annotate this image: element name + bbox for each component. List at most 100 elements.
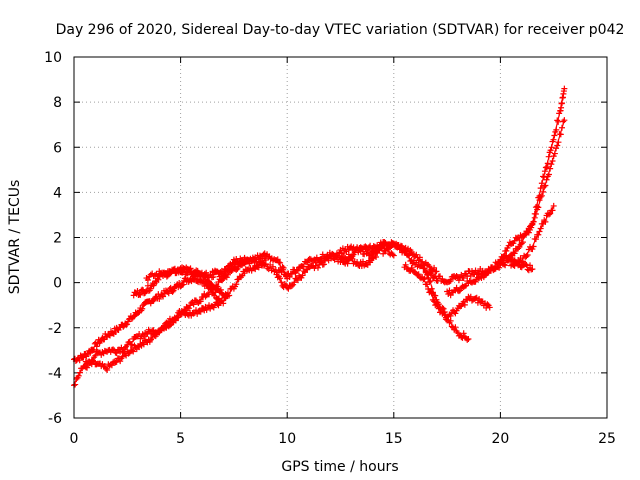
- data-point: [89, 357, 96, 364]
- data-point: [434, 301, 441, 308]
- data-point: [293, 275, 300, 282]
- series-layer: [71, 85, 568, 389]
- data-point: [280, 264, 287, 271]
- series-satellite-track-10: [401, 261, 472, 343]
- data-point: [433, 268, 440, 275]
- data-point: [149, 334, 156, 341]
- data-point: [76, 357, 83, 364]
- data-point: [510, 262, 517, 269]
- data-point: [221, 270, 228, 277]
- data-point: [220, 300, 227, 307]
- data-point: [554, 142, 561, 149]
- data-point: [553, 126, 560, 133]
- data-point: [224, 293, 231, 300]
- data-point: [104, 367, 111, 374]
- data-point: [179, 309, 186, 316]
- data-point: [551, 132, 558, 139]
- data-point: [532, 236, 539, 243]
- data-point: [426, 263, 433, 270]
- data-point: [125, 350, 132, 357]
- data-point: [304, 259, 311, 266]
- data-point: [265, 266, 272, 273]
- data-point: [124, 321, 131, 328]
- data-point: [233, 281, 240, 288]
- data-point: [521, 232, 528, 239]
- data-point: [374, 250, 381, 257]
- data-point: [259, 255, 266, 262]
- data-point: [75, 372, 82, 379]
- data-point: [288, 271, 295, 278]
- data-point: [542, 218, 549, 225]
- data-point: [215, 295, 222, 302]
- data-point: [544, 160, 551, 167]
- data-point: [154, 273, 161, 280]
- data-point: [344, 260, 351, 267]
- data-point: [84, 364, 91, 371]
- data-point: [472, 267, 479, 274]
- data-point: [364, 247, 371, 254]
- data-point: [416, 254, 423, 261]
- data-point: [545, 171, 552, 178]
- data-point: [421, 275, 428, 282]
- y-tick-label: 4: [53, 185, 62, 201]
- data-point: [130, 313, 137, 320]
- data-point: [537, 225, 544, 232]
- data-point: [540, 174, 547, 181]
- data-point: [525, 229, 532, 236]
- data-point: [72, 381, 79, 388]
- x-tick-labels: 0 5 10 15 20 25: [70, 431, 616, 447]
- data-point: [530, 218, 537, 225]
- data-point: [431, 298, 438, 305]
- data-point: [163, 271, 170, 278]
- data-point: [166, 322, 173, 329]
- data-point: [549, 207, 556, 214]
- data-point: [228, 263, 235, 270]
- x-tick-label: 5: [176, 431, 185, 447]
- data-point: [93, 343, 100, 350]
- data-point: [278, 279, 285, 286]
- data-point: [428, 290, 435, 297]
- data-point: [214, 268, 221, 275]
- data-point: [275, 259, 282, 266]
- data-point: [129, 347, 136, 354]
- data-point: [400, 246, 407, 253]
- axis-ticks: [73, 56, 608, 419]
- data-point: [461, 283, 468, 290]
- data-point: [172, 317, 179, 324]
- chart-title: Day 296 of 2020, Sidereal Day-to-day VTE…: [56, 22, 625, 38]
- data-point: [530, 243, 537, 250]
- data-point: [277, 259, 284, 266]
- data-point: [203, 269, 210, 276]
- y-axis-label: SDTVAR / TECUs: [7, 180, 23, 295]
- data-point: [428, 271, 435, 278]
- data-point: [185, 305, 192, 312]
- data-point: [377, 244, 384, 251]
- data-point: [233, 266, 240, 273]
- data-point: [502, 262, 509, 269]
- data-point: [139, 286, 146, 293]
- data-point: [119, 353, 126, 360]
- data-point: [472, 278, 479, 285]
- data-point: [527, 262, 534, 269]
- data-point: [335, 252, 342, 259]
- data-point: [523, 253, 530, 260]
- data-point: [516, 237, 523, 244]
- data-point: [447, 277, 454, 284]
- data-point: [491, 265, 498, 272]
- data-point: [179, 281, 186, 288]
- data-point: [113, 350, 120, 357]
- data-point: [389, 251, 396, 258]
- data-point: [537, 185, 544, 192]
- series-satellite-track-14: [508, 202, 557, 269]
- data-point: [423, 281, 430, 288]
- data-point: [108, 362, 115, 369]
- data-point: [167, 270, 174, 277]
- data-point: [167, 284, 174, 291]
- series-satellite-track-13: [497, 85, 568, 265]
- data-point: [113, 358, 120, 365]
- data-point: [363, 261, 370, 268]
- data-point: [460, 330, 467, 337]
- data-point: [408, 264, 415, 271]
- data-point: [286, 274, 293, 281]
- data-point: [499, 258, 506, 265]
